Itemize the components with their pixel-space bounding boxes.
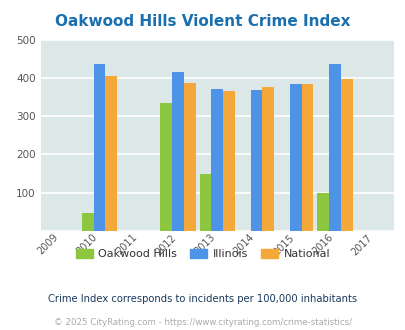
Bar	[211, 88, 223, 231]
Text: Crime Index corresponds to incidents per 100,000 inhabitants: Crime Index corresponds to incidents per…	[48, 294, 357, 304]
Legend: Oakwood Hills, Illinois, National: Oakwood Hills, Illinois, National	[71, 244, 334, 263]
Bar	[223, 90, 234, 231]
Bar	[289, 84, 301, 231]
Bar	[340, 79, 352, 231]
Text: Oakwood Hills Violent Crime Index: Oakwood Hills Violent Crime Index	[55, 14, 350, 29]
Bar	[301, 84, 313, 231]
Bar	[317, 193, 328, 231]
Bar	[262, 87, 273, 231]
Bar	[172, 72, 183, 231]
Bar	[328, 64, 340, 231]
Bar	[93, 64, 105, 231]
Bar	[183, 83, 195, 231]
Bar	[105, 76, 117, 231]
Bar	[82, 213, 94, 231]
Bar	[160, 103, 172, 231]
Text: © 2025 CityRating.com - https://www.cityrating.com/crime-statistics/: © 2025 CityRating.com - https://www.city…	[54, 318, 351, 327]
Bar	[199, 174, 211, 231]
Bar	[250, 90, 262, 231]
